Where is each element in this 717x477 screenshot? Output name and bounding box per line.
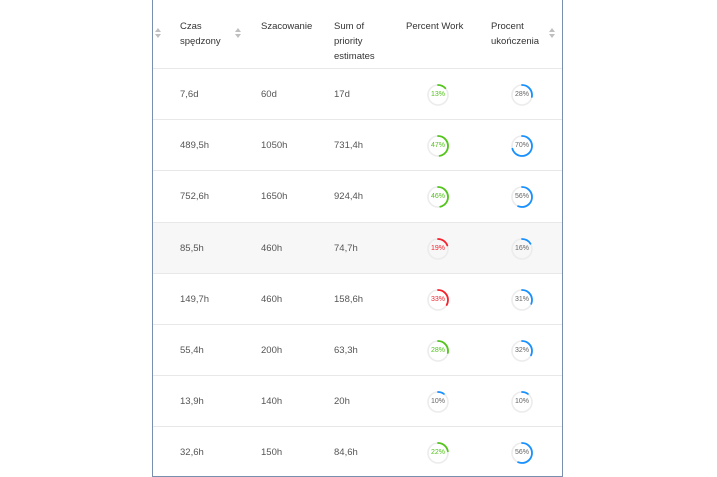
table-row: 32,6h 150h 84,6h 22% 56% [153, 426, 562, 476]
percent-work-label: 28% [430, 347, 445, 354]
percent-work-label: 13% [430, 91, 445, 98]
progress-arc [511, 391, 533, 414]
percent-work-ring: 33% [425, 287, 451, 313]
procent-ukonczenia-ring: 16% [509, 236, 535, 262]
progress-arc [511, 442, 533, 465]
sort-icon[interactable] [155, 28, 161, 38]
percent-work-label: 47% [430, 142, 445, 150]
cell-czas-spedzony: 7,6d [180, 89, 199, 100]
percent-work-label: 10% [430, 398, 445, 406]
cell-czas-spedzony: 489,5h [180, 140, 210, 152]
progress-arc [427, 237, 449, 260]
percent-work-ring: 19% [425, 236, 451, 262]
table-header: Czas spędzony Szacowanie Sum of priority… [153, 0, 562, 68]
percent-work-ring: 10% [425, 389, 451, 415]
procent-ukonczenia-ring: 10% [509, 389, 535, 415]
progress-arc [511, 237, 533, 260]
procent-ukonczenia-label: 56% [514, 193, 529, 201]
procent-ukonczenia-ring: 56% [509, 184, 535, 210]
progress-arc [511, 288, 533, 311]
cell-sum-of-priority-estimates: 924,4h [334, 191, 364, 203]
progress-arc [427, 391, 449, 414]
cell-sum-of-priority-estimates: 17d [334, 89, 350, 100]
header-percent-work[interactable]: Percent Work [406, 21, 464, 32]
cell-szacowanie: 460h [261, 242, 283, 254]
percent-work-label: 19% [430, 244, 445, 252]
procent-ukonczenia-ring: 32% [509, 338, 535, 364]
cell-szacowanie: 460h [261, 293, 283, 305]
procent-ukonczenia-label: 10% [514, 398, 529, 406]
header-szacowanie[interactable]: Szacowanie [261, 21, 313, 32]
procent-ukonczenia-label: 32% [514, 347, 529, 354]
cell-czas-spedzony: 85,5h [180, 242, 204, 254]
cell-czas-spedzony: 13,9h [180, 396, 204, 408]
header-sum-of-priority-estimates[interactable]: Sum of priority estimates [334, 21, 375, 62]
sort-icon[interactable] [235, 28, 241, 38]
progress-arc [427, 340, 449, 362]
cell-czas-spedzony: 55,4h [180, 345, 204, 356]
cell-sum-of-priority-estimates: 84,6h [334, 447, 358, 459]
percent-work-label: 22% [430, 449, 445, 457]
table-row: 489,5h 1050h 731,4h 47% 70% [153, 119, 562, 172]
progress-arc [427, 84, 449, 106]
procent-ukonczenia-label: 56% [514, 449, 529, 457]
procent-ukonczenia-ring: 31% [509, 287, 535, 313]
percent-work-ring: 46% [425, 184, 451, 210]
procent-ukonczenia-ring: 70% [509, 133, 535, 159]
percent-work-ring: 47% [425, 133, 451, 159]
cell-sum-of-priority-estimates: 731,4h [334, 140, 364, 152]
percent-work-label: 33% [430, 295, 445, 303]
cell-sum-of-priority-estimates: 74,7h [334, 242, 358, 254]
percent-work-label: 46% [430, 193, 445, 201]
progress-arc [511, 340, 533, 362]
cell-sum-of-priority-estimates: 20h [334, 396, 350, 408]
procent-ukonczenia-label: 70% [514, 142, 529, 150]
progress-arc [427, 288, 449, 311]
cell-sum-of-priority-estimates: 63,3h [334, 345, 358, 356]
table-row: 55,4h 200h 63,3h 28% 32% [153, 324, 562, 376]
header-procent-ukonczenia[interactable]: Procent ukończenia [491, 21, 540, 47]
sort-icon[interactable] [549, 28, 555, 38]
table-row: 752,6h 1650h 924,4h 46% 56% [153, 170, 562, 223]
header-czas-spedzony[interactable]: Czas spędzony [180, 21, 221, 47]
work-table-panel: Czas spędzony Szacowanie Sum of priority… [152, 0, 563, 477]
cell-szacowanie: 1050h [261, 140, 288, 152]
procent-ukonczenia-ring: 56% [509, 440, 535, 466]
percent-work-ring: 22% [425, 440, 451, 466]
cell-szacowanie: 140h [261, 396, 283, 408]
procent-ukonczenia-label: 28% [514, 91, 529, 98]
progress-arc [427, 135, 449, 158]
cell-czas-spedzony: 752,6h [180, 191, 210, 203]
procent-ukonczenia-ring: 28% [509, 82, 535, 108]
percent-work-ring: 13% [425, 82, 451, 108]
cell-czas-spedzony: 32,6h [180, 447, 204, 459]
cell-czas-spedzony: 149,7h [180, 293, 210, 305]
cell-szacowanie: 60d [261, 89, 277, 100]
cell-szacowanie: 200h [261, 345, 283, 356]
progress-arc [427, 442, 449, 465]
progress-arc [427, 186, 449, 209]
progress-arc [511, 135, 533, 158]
progress-arc [511, 186, 533, 209]
cell-sum-of-priority-estimates: 158,6h [334, 293, 364, 305]
procent-ukonczenia-label: 16% [514, 244, 529, 252]
table-row: 13,9h 140h 20h 10% 10% [153, 375, 562, 428]
cell-szacowanie: 1650h [261, 191, 288, 203]
percent-work-ring: 28% [425, 338, 451, 364]
table-row: 85,5h 460h 74,7h 19% 16% [153, 221, 562, 274]
cell-szacowanie: 150h [261, 447, 283, 459]
table-row: 7,6d 60d 17d 13% 28% [153, 68, 562, 120]
progress-arc [511, 84, 533, 106]
table-row: 149,7h 460h 158,6h 33% 31% [153, 272, 562, 325]
procent-ukonczenia-label: 31% [514, 295, 529, 303]
